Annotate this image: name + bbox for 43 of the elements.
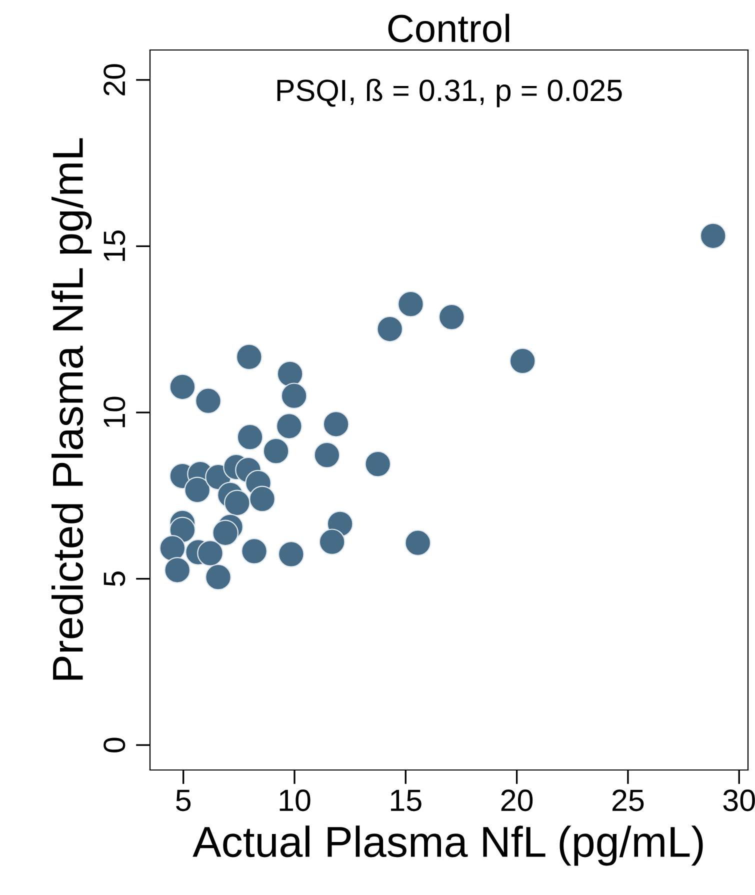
annotation: PSQI, ß = 0.31, p = 0.025 [277, 78, 622, 108]
point [376, 316, 404, 342]
chart-title: Control [388, 14, 510, 42]
x-tick-label: 5 [176, 790, 191, 812]
x-tick-label: 30 [723, 790, 755, 812]
point [364, 450, 392, 478]
point [438, 304, 465, 330]
point [205, 564, 232, 590]
y-tick-label: 10 [104, 396, 126, 428]
point [278, 540, 304, 568]
point [276, 412, 302, 440]
point [314, 442, 340, 468]
point [236, 344, 262, 370]
point [509, 348, 536, 374]
point [197, 540, 224, 566]
point [212, 520, 239, 546]
point [249, 486, 276, 512]
point [262, 438, 290, 464]
point [195, 388, 222, 414]
y-tick-label: 20 [104, 64, 126, 96]
y-axis-title: Predicted Plasma NfL pg/mL [52, 138, 92, 680]
point [224, 490, 250, 516]
point [404, 530, 432, 556]
point [280, 382, 308, 410]
point [159, 535, 186, 562]
point [700, 222, 726, 250]
point [318, 528, 346, 556]
point [276, 360, 304, 388]
point [236, 424, 264, 450]
point [398, 290, 424, 318]
x-axis-title: Actual Plasma NfL (pg/mL) [192, 826, 703, 866]
point [184, 476, 211, 504]
x-tick-label: 10 [280, 790, 310, 812]
point [241, 538, 268, 564]
point [164, 556, 191, 584]
point [169, 374, 196, 400]
x-tick-label: 25 [612, 790, 644, 812]
point [322, 410, 350, 438]
y-tick-label: 0 [104, 738, 126, 752]
x-tick-label: 15 [390, 790, 422, 812]
x-tick-label: 20 [501, 790, 533, 812]
y-tick-label: 15 [104, 230, 126, 261]
y-tick-label: 5 [104, 572, 126, 586]
